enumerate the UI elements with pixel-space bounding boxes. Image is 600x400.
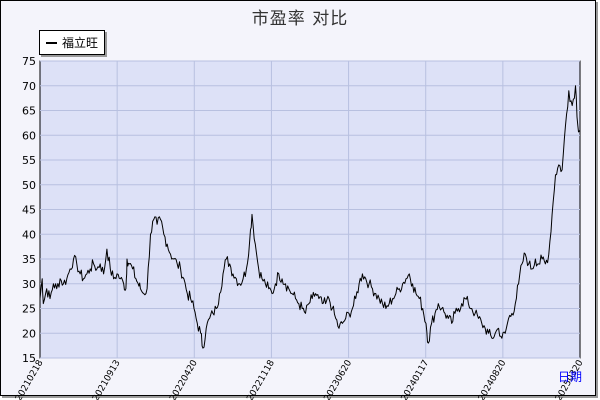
- y-tick-label: 35: [22, 253, 36, 266]
- y-tick-label: 30: [22, 278, 36, 291]
- legend: 福立旺: [39, 30, 106, 55]
- x-axis-ticks: 20210218 20210913 20220420 20221118 20230620…: [14, 358, 586, 400]
- y-tick-label: 15: [22, 352, 36, 365]
- x-tick-label: 20221118: [245, 358, 277, 400]
- x-axis-label: 日期: [558, 370, 582, 384]
- x-tick-label: 20220420: [168, 358, 200, 400]
- series-line-fuliwang: [39, 85, 581, 349]
- y-tick-label: 20: [22, 327, 36, 340]
- y-tick-label: 70: [22, 80, 36, 93]
- legend-line-icon: [46, 41, 57, 44]
- y-tick-label: 55: [22, 154, 36, 167]
- chart-title: 市盈率 对比: [251, 9, 349, 29]
- x-tick-label: 20240117: [400, 359, 432, 400]
- y-tick-label: 50: [22, 179, 36, 192]
- legend-entry: 福立旺: [62, 36, 99, 50]
- y-tick-label: 45: [22, 204, 36, 217]
- y-tick-label: 25: [22, 303, 36, 316]
- grid-lines: [40, 60, 580, 359]
- x-tick-label: 20240820: [477, 358, 509, 400]
- y-tick-label: 60: [22, 129, 36, 142]
- y-tick-label: 40: [22, 228, 36, 241]
- x-tick-label: 20230620: [323, 358, 355, 400]
- y-axis-ticks: 15 20 25 30 35 40 45 50 55 60 65 70 75: [22, 55, 36, 365]
- y-tick-label: 65: [22, 105, 36, 118]
- x-tick-label: 20210913: [91, 359, 123, 400]
- y-tick-label: 75: [22, 55, 36, 68]
- series-layer: [39, 85, 581, 349]
